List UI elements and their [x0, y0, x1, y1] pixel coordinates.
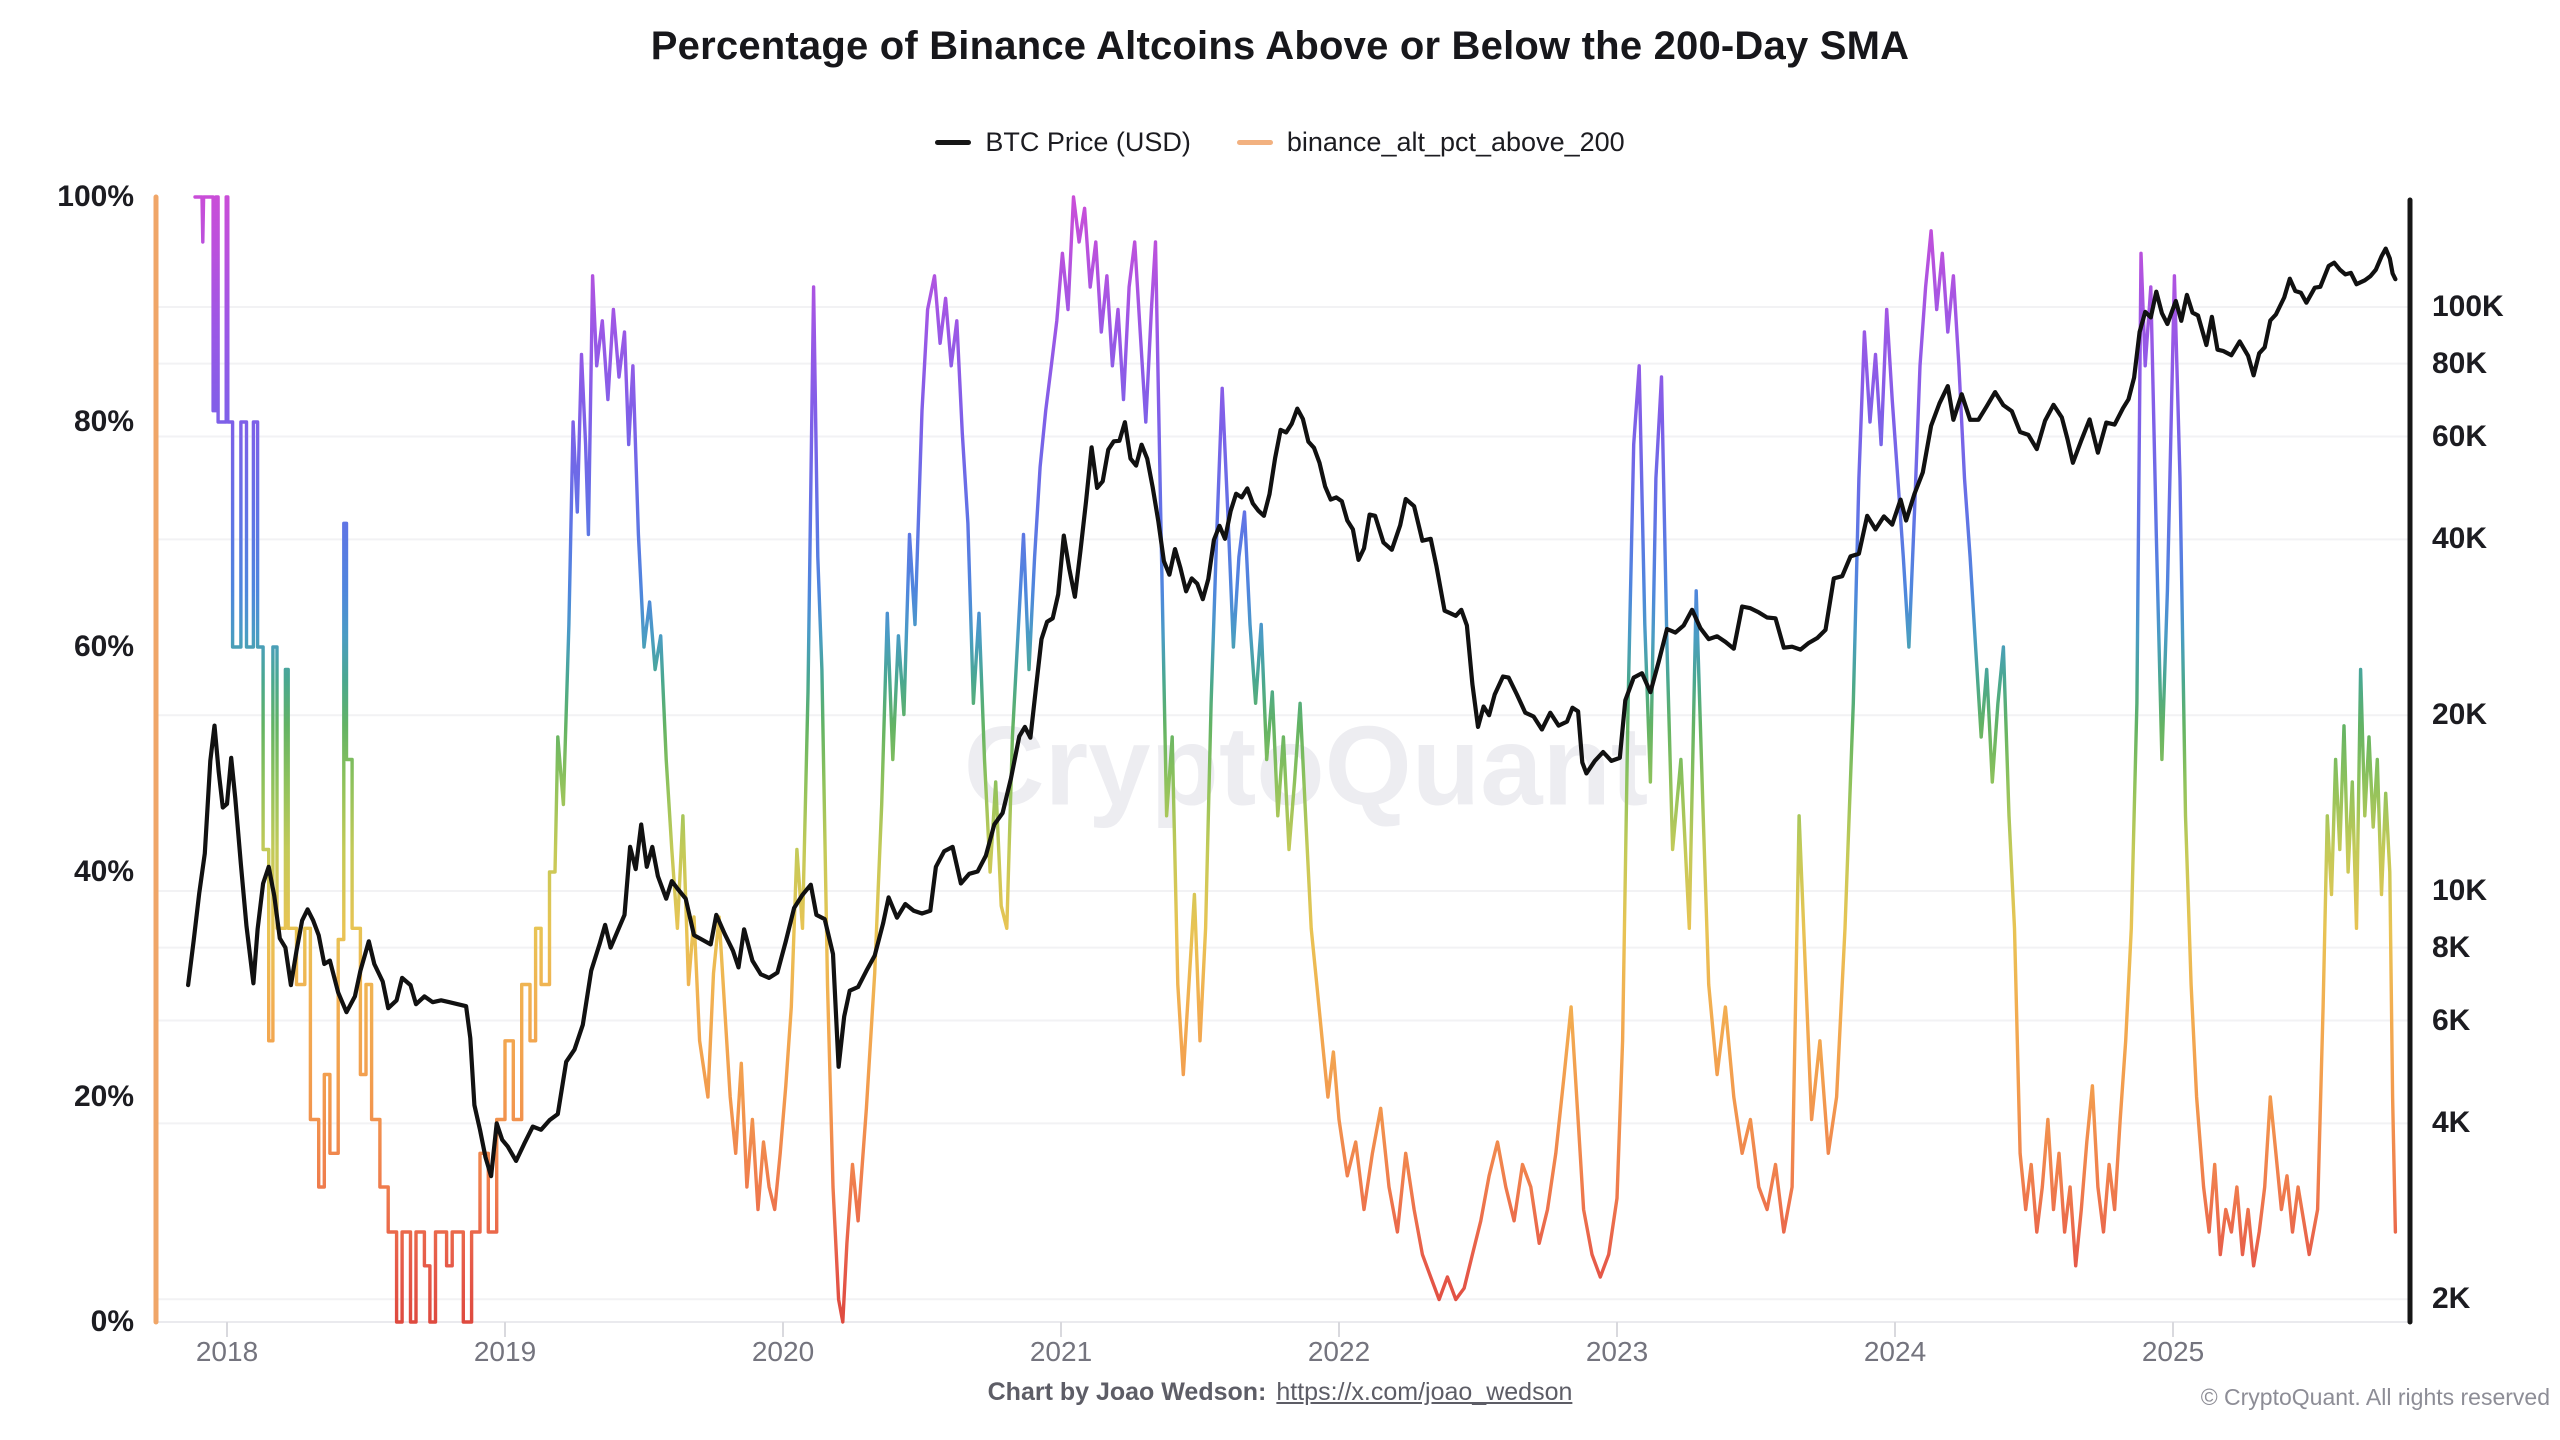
y-axis-right-tick-label: 60K — [2432, 419, 2488, 453]
legend-item-btc: BTC Price (USD) — [935, 127, 1191, 158]
y-axis-right-tick-label: 20K — [2432, 698, 2488, 732]
y-axis-left-tick-label: 60% — [73, 630, 134, 663]
x-axis-year-label: 2021 — [1029, 1336, 1093, 1367]
y-axis-right-tick-label: 40K — [2432, 522, 2488, 556]
x-axis-year-label: 2018 — [195, 1336, 259, 1367]
y-axis-right-tick-label: 80K — [2432, 346, 2488, 380]
y-axis-left-tick-label: 40% — [73, 855, 134, 888]
x-axis-year-label: 2023 — [1585, 1336, 1649, 1367]
y-axis-left-tick-label: 20% — [73, 1080, 134, 1113]
y-axis-right-tick-label: 6K — [2432, 1003, 2471, 1037]
credit-link[interactable]: https://x.com/joao_wedson — [1276, 1378, 1573, 1406]
x-axis-year-label: 2025 — [2141, 1336, 2205, 1367]
credit-author-label: Chart by Joao Wedson: — [987, 1378, 1267, 1406]
x-axis-year-label: 2022 — [1307, 1336, 1371, 1367]
btc-line-swatch-icon — [935, 140, 972, 145]
x-axis-year-label: 2024 — [1863, 1336, 1927, 1367]
alt-pct-series-line — [193, 195, 2398, 1324]
y-axis-left-tick-label: 80% — [73, 405, 134, 438]
y-axis-left-tick-label: 0% — [90, 1305, 134, 1338]
legend-label-alt-pct: binance_alt_pct_above_200 — [1286, 127, 1625, 157]
legend-item-alt-pct: binance_alt_pct_above_200 — [1236, 127, 1625, 158]
y-axis-right-tick-label: 8K — [2432, 930, 2471, 964]
y-axis-right-tick-label: 10K — [2432, 874, 2488, 907]
copyright-notice: © CryptoQuant. All rights reserved — [2200, 1384, 2550, 1410]
btc-price-series-line — [186, 246, 2398, 1179]
x-axis-year-label: 2020 — [751, 1336, 815, 1367]
y-axis-left-tick-label: 100% — [57, 180, 134, 213]
x-axis-year-label: 2019 — [473, 1336, 537, 1367]
y-axis-right-tick-label: 2K — [2432, 1282, 2471, 1316]
page-title: Percentage of Binance Altcoins Above or … — [650, 24, 1910, 68]
legend: BTC Price (USD) binance_alt_pct_above_20… — [0, 127, 2560, 158]
footer-credit: Chart by Joao Wedson: https://x.com/joao_… — [0, 1378, 2560, 1407]
y-axis-right-tick-label: 100K — [2432, 290, 2504, 323]
y-axis-right-tick-label: 4K — [2432, 1106, 2471, 1140]
alt-pct-line-swatch-icon — [1236, 140, 1273, 145]
legend-label-btc: BTC Price (USD) — [985, 127, 1191, 157]
